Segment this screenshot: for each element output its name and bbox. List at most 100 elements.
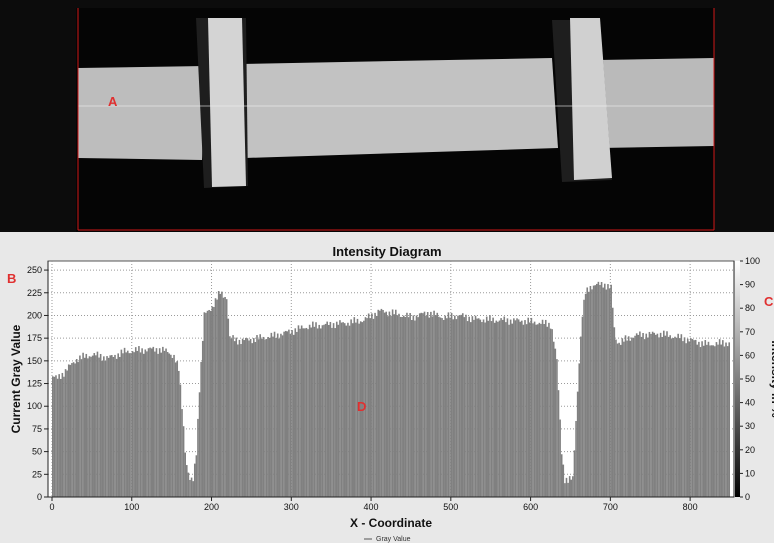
- gray-value-bar: [597, 281, 600, 497]
- gray-value-bar: [155, 348, 158, 497]
- gray-value-bar: [613, 327, 616, 497]
- gray-value-bar: [548, 322, 550, 497]
- gray-value-bar: [538, 322, 541, 497]
- gray-value-bar: [243, 340, 246, 497]
- gray-value-bar: [350, 319, 352, 497]
- gray-value-bar: [556, 359, 558, 497]
- gray-value-bar: [310, 327, 313, 497]
- gray-value-bar: [224, 296, 226, 497]
- gray-value-bar: [497, 321, 499, 497]
- gray-value-bar: [106, 356, 108, 497]
- gray-value-bar: [359, 321, 362, 497]
- gray-value-bar: [203, 312, 206, 497]
- gray-value-bar: [91, 355, 94, 497]
- gray-value-bar: [109, 355, 112, 497]
- gray-value-bar: [527, 317, 529, 497]
- gray-value-bar: [441, 318, 443, 497]
- gray-value-bar: [524, 320, 526, 497]
- gray-value-bar: [351, 323, 354, 497]
- gray-value-bar: [292, 334, 295, 497]
- gray-value-bar: [259, 334, 261, 497]
- gray-value-bar: [297, 325, 300, 497]
- gray-value-bar: [254, 341, 257, 497]
- gray-value-bar: [251, 343, 254, 497]
- gray-value-bar: [154, 351, 156, 497]
- gray-value-bar: [709, 345, 711, 497]
- gray-value-bar: [237, 344, 239, 497]
- gray-value-bar: [355, 322, 357, 497]
- gray-value-bar: [528, 322, 531, 497]
- gray-value-bar: [532, 323, 534, 497]
- y2-tick-label: 90: [745, 280, 755, 290]
- gray-value-bar: [398, 313, 400, 497]
- gray-value-bar: [655, 334, 657, 497]
- label-c: C: [764, 294, 774, 309]
- gray-value-bar: [329, 321, 332, 497]
- gray-value-bar: [498, 320, 501, 497]
- x-tick-label: 700: [603, 502, 618, 512]
- gray-value-bar: [568, 476, 571, 497]
- gray-value-bar: [249, 338, 252, 497]
- gray-value-bar: [147, 348, 150, 497]
- gray-value-bar: [88, 356, 91, 497]
- gray-value-bar: [592, 285, 595, 497]
- gray-value-bar: [200, 361, 202, 497]
- gray-value-bar: [647, 337, 649, 497]
- gray-value-bar: [99, 353, 102, 497]
- gray-value-bar: [482, 319, 485, 497]
- gray-value-bar: [213, 307, 215, 497]
- gray-value-bar: [663, 330, 665, 497]
- gray-value-bar: [211, 306, 214, 497]
- gray-value-bar: [227, 318, 230, 497]
- gray-value-bar: [728, 342, 731, 497]
- gray-value-bar: [706, 344, 708, 497]
- gray-value-bar: [304, 328, 306, 497]
- gray-value-bar: [669, 335, 671, 497]
- gray-value-bar: [586, 287, 589, 497]
- gray-value-bar: [192, 481, 194, 497]
- y-tick-label: 0: [37, 492, 42, 502]
- gray-value-bar: [402, 315, 405, 497]
- gray-value-bar: [477, 318, 480, 497]
- gray-value-bar: [391, 309, 394, 497]
- gray-value-bar: [51, 376, 54, 497]
- gray-value-bar: [260, 338, 263, 497]
- gray-value-bar: [353, 317, 356, 497]
- gray-value-bar: [686, 338, 689, 497]
- gray-value-bar: [650, 333, 652, 497]
- gray-value-bar: [690, 338, 692, 497]
- gray-value-bar: [616, 343, 619, 497]
- gray-value-bar: [455, 319, 458, 497]
- y2-tick-label: 80: [745, 303, 755, 313]
- gray-value-bar: [508, 324, 510, 497]
- gray-value-bar: [229, 336, 231, 497]
- gray-value-bar: [423, 311, 426, 497]
- gray-value-bar: [551, 329, 553, 497]
- gray-value-bar: [265, 339, 268, 497]
- y-axis-title: Current Gray Value: [9, 324, 23, 433]
- gray-value-bar: [75, 359, 78, 497]
- gray-value-bar: [645, 333, 648, 497]
- gray-value-bar: [342, 322, 344, 497]
- gray-value-bar: [533, 321, 536, 497]
- gray-value-bar: [449, 317, 451, 497]
- gray-value-bar: [493, 322, 496, 497]
- gray-value-bar: [288, 329, 290, 497]
- gray-value-bar: [294, 328, 297, 497]
- gray-value-bar: [564, 483, 566, 497]
- gray-value-bar: [672, 337, 675, 497]
- x-tick-label: 600: [523, 502, 538, 512]
- gray-value-bar: [626, 340, 628, 497]
- gray-value-bar: [536, 324, 539, 497]
- gray-value-bar: [580, 336, 582, 497]
- gray-value-bar: [324, 323, 327, 497]
- gray-value-bar: [300, 325, 303, 497]
- gray-value-bar: [473, 319, 475, 497]
- gray-value-bar: [717, 344, 719, 497]
- gray-value-bar: [557, 390, 560, 497]
- gray-value-bar: [623, 341, 625, 497]
- y2-tick-label: 40: [745, 398, 755, 408]
- gray-value-bar: [399, 316, 402, 497]
- y2-tick-label: 10: [745, 468, 755, 478]
- gray-value-bar: [189, 479, 191, 497]
